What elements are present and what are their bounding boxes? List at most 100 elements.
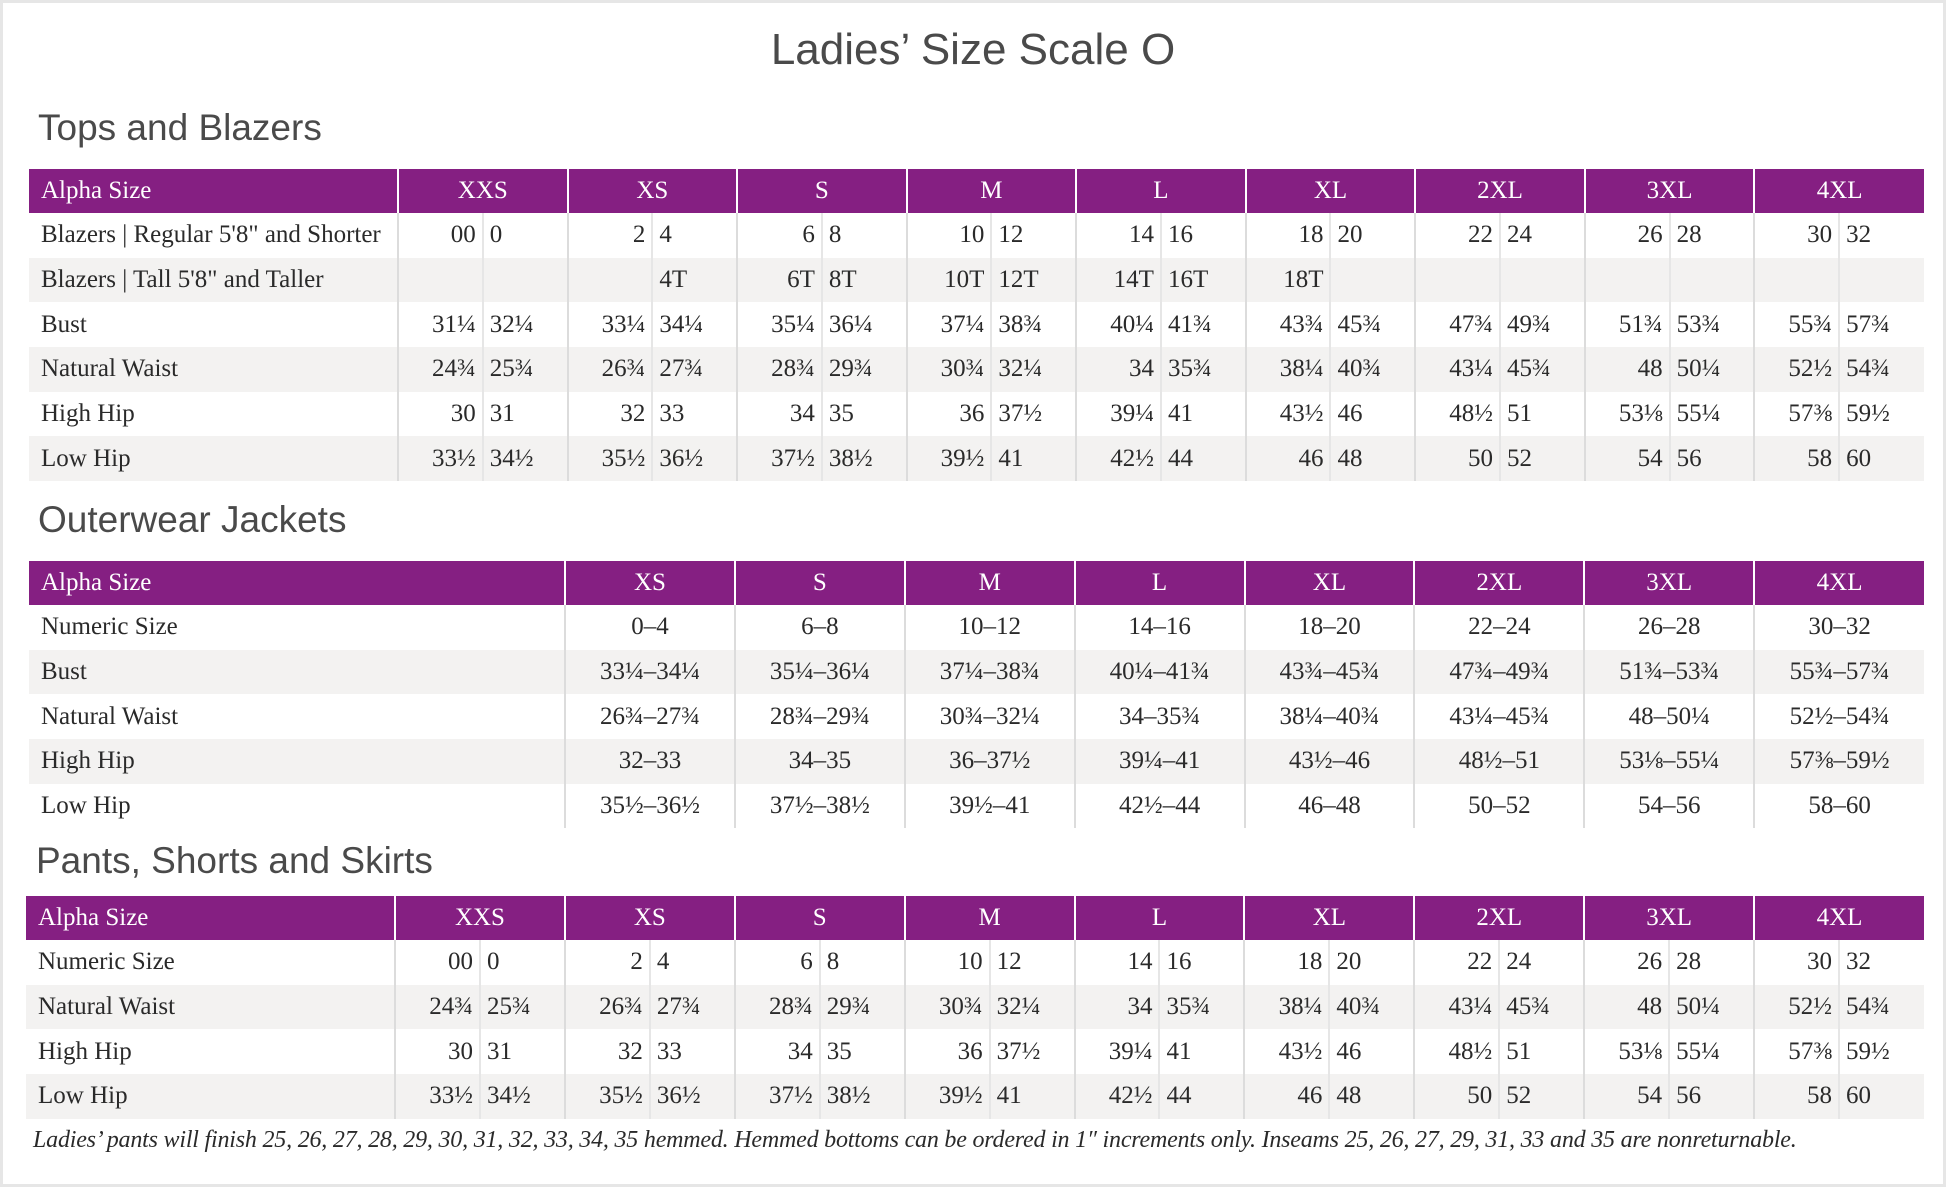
table-row: Natural Waist 24¾ 25¾ 26¾ 27¾ 28¾ 29¾ 30¾ 32¼ 34 3…	[29, 347, 1924, 392]
row-label: Blazers | Regular 5'8" and Shorter	[41, 221, 381, 249]
size-header: XS	[566, 169, 738, 213]
measurement-cell: 10–12	[903, 605, 1075, 650]
measurement-cell: 30¾	[903, 984, 990, 1030]
measurement-cell: 38½	[818, 1074, 905, 1119]
measurement-cell: 42½	[1073, 1074, 1160, 1119]
measurement-cell: 48	[1328, 1074, 1415, 1119]
measurement-cell: 39¼	[1075, 391, 1161, 437]
measurement-cell: 50	[1414, 436, 1501, 482]
size-header: M	[903, 561, 1075, 605]
measurement-cell: 42½	[1075, 436, 1161, 482]
row-label: Numeric Size	[38, 948, 175, 976]
row-label: High Hip	[29, 739, 565, 784]
measurement-cell: 0	[478, 940, 565, 985]
measurement-cell: 46	[1244, 436, 1331, 482]
measurement-cell: 33½	[397, 436, 483, 482]
measurement-cell: 27¾	[651, 347, 738, 392]
row-label: Natural Waist	[41, 702, 179, 730]
measurement-cell: 50	[1413, 1074, 1500, 1119]
measurement-cell: 24	[1499, 213, 1585, 258]
measurement-cell: 50–52	[1413, 783, 1585, 829]
measurement-cell	[1414, 257, 1501, 303]
section-heading-outerwear: Outerwear Jackets	[38, 499, 347, 540]
size-header: S	[736, 169, 907, 213]
measurement-cell: 39¼	[1073, 1029, 1160, 1075]
measurement-cell: 51	[1499, 391, 1585, 437]
section-heading-pants: Pants, Shorts and Skirts	[36, 840, 433, 881]
table-row: Numeric Size 00 0 2 4 6 8 10 12 14 16 18 20 22 24 26 28 3…	[26, 940, 1924, 985]
measurement-cell: 52½	[1753, 984, 1840, 1030]
measurement-cell: 28¾	[733, 984, 820, 1030]
row-label: Numeric Size	[41, 613, 178, 641]
row-label: Blazers | Tall 5'8" and Taller	[29, 257, 399, 303]
table-row: Low Hip 33½ 34½ 35½ 36½ 37½ 38½ 39½ 41 42½ 44 46 48 5…	[29, 436, 1924, 482]
measurement-cell: 54	[1583, 1074, 1670, 1119]
measurement-cell: 18T	[1244, 257, 1331, 303]
measurement-cell: 25¾	[481, 347, 568, 392]
measurement-cell: 43¼–45¾	[1413, 694, 1585, 740]
measurement-cell: 37½–38½	[733, 783, 905, 829]
measurement-cell: 33	[648, 1029, 735, 1075]
measurement-cell: 26¾	[566, 347, 653, 392]
measurement-cell: 48½	[1414, 391, 1501, 437]
measurement-cell: 41¾	[1159, 302, 1246, 348]
measurement-cell: 38¼	[1243, 984, 1330, 1030]
measurement-cell: 58	[1753, 1074, 1840, 1119]
size-header: 2XL	[1413, 896, 1585, 940]
measurement-cell	[1583, 257, 1670, 303]
size-header: 3XL	[1583, 561, 1755, 605]
measurement-cell: 20	[1328, 940, 1415, 985]
measurement-cell: 54¾	[1838, 984, 1924, 1030]
measurement-cell: 32	[566, 391, 653, 437]
measurement-cell: 24	[1498, 940, 1585, 985]
measurement-cell: 41	[988, 1074, 1075, 1119]
measurement-cell: 32¼	[988, 984, 1075, 1030]
row-label: Low Hip	[41, 792, 131, 820]
measurement-cell: 37½	[736, 436, 822, 482]
measurement-cell: 28¾–29¾	[733, 694, 905, 740]
footnote: Ladies’ pants will finish 25, 26, 27, 28…	[33, 1127, 1797, 1153]
measurement-cell: 34	[1075, 347, 1161, 392]
measurement-cell: 40¾	[1328, 984, 1415, 1030]
table-row: Bust 31¼ 32¼ 33¼ 34¼ 35¼ 36¼ 37¼ 38¾ 40¼ 41¾ 43¾ 45¾…	[29, 302, 1924, 348]
measurement-cell: 46	[1328, 1029, 1415, 1075]
measurement-cell: 28	[1668, 940, 1755, 985]
row-label: Natural Waist	[26, 984, 395, 1030]
measurement-cell: 0	[481, 213, 568, 258]
measurement-cell: 4	[651, 213, 738, 258]
measurement-cell: 10	[903, 940, 990, 985]
measurement-cell: 53⅛	[1583, 1029, 1670, 1075]
measurement-cell: 41	[990, 436, 1077, 482]
measurement-cell: 37½	[988, 1029, 1075, 1075]
measurement-cell: 53¾	[1668, 302, 1755, 348]
measurement-cell: 46	[1243, 1074, 1330, 1119]
measurement-cell: 59½	[1838, 391, 1924, 437]
measurement-cell: 18	[1243, 940, 1330, 985]
measurement-cell: 35¼–36¼	[733, 649, 905, 695]
measurement-cell: 26¾	[563, 984, 650, 1030]
header-label: Alpha Size	[26, 896, 395, 940]
measurement-cell: 33¼–34¼	[564, 649, 735, 695]
measurement-cell: 14T	[1075, 257, 1161, 303]
measurement-cell: 6–8	[733, 605, 905, 650]
measurement-cell: 4	[648, 940, 735, 985]
measurement-cell: 38¼	[1244, 347, 1331, 392]
measurement-cell: 8	[818, 940, 905, 985]
measurement-cell: 55¼	[1668, 391, 1755, 437]
measurement-cell: 40¾	[1329, 347, 1416, 392]
tops-size-table: Alpha Size XXS XS S M L XL 2XL 3XL 4XL Blazers | R…	[29, 169, 1924, 482]
page-title: Ladies’ Size Scale O	[770, 25, 1176, 74]
measurement-cell: 39½–41	[903, 783, 1075, 829]
measurement-cell: 55¾–57¾	[1753, 649, 1924, 695]
row-label: Low Hip	[26, 1074, 395, 1119]
measurement-cell: 35¾	[1159, 347, 1246, 392]
measurement-cell: 54¾	[1838, 347, 1924, 392]
measurement-cell: 56	[1668, 1074, 1755, 1119]
measurement-cell: 52	[1499, 436, 1585, 482]
size-header: XL	[1243, 896, 1415, 940]
measurement-cell: 48	[1329, 436, 1416, 482]
measurement-cell: 28	[1668, 213, 1755, 258]
measurement-cell: 35	[820, 391, 907, 437]
size-header: L	[1073, 561, 1245, 605]
size-header: XS	[564, 561, 735, 605]
